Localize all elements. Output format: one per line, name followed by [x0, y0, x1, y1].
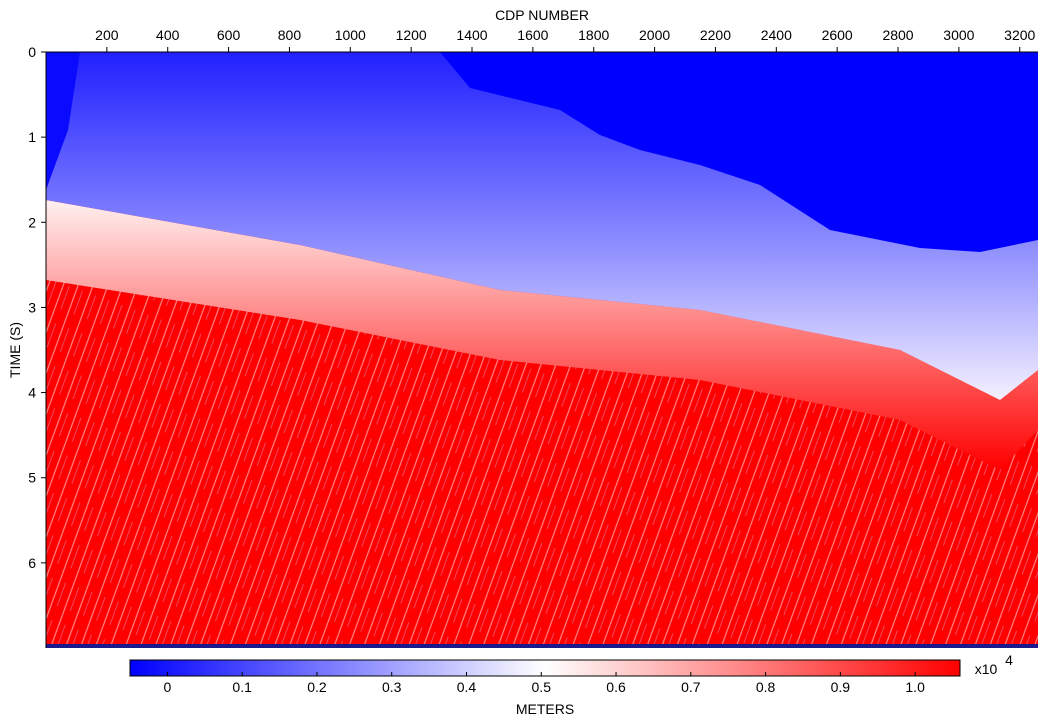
colorbar-tick-label: 0	[163, 679, 171, 695]
colorbar-tick-label: 0.9	[831, 679, 851, 695]
y-tick-label: 0	[28, 44, 36, 60]
colorbar-tick-label: 0.5	[532, 679, 552, 695]
x-tick-label: 400	[156, 27, 180, 43]
x-tick-label: 3000	[943, 27, 974, 43]
y-tick-label: 1	[28, 129, 36, 145]
x-tick-label: 200	[95, 27, 119, 43]
colorbar	[129, 659, 961, 677]
y-tick-label: 6	[28, 555, 36, 571]
x-tick-label: 2800	[882, 27, 913, 43]
colorbar-tick-label: 0.3	[382, 679, 402, 695]
colorbar-tick-label: 0.6	[606, 679, 626, 695]
y-tick-label: 2	[28, 214, 36, 230]
x-tick-label: 1400	[456, 27, 487, 43]
y-tick-label: 3	[28, 299, 36, 315]
colorbar-tick-label: 0.4	[457, 679, 477, 695]
y-tick-label: 4	[28, 385, 36, 401]
colorbar-exponent: 4	[1005, 652, 1013, 668]
colorbar-tick-label: 1.0	[905, 679, 925, 695]
colorbar-tick-label: 0.2	[307, 679, 327, 695]
colorbar-tick-label: 0.1	[232, 679, 252, 695]
x-tick-label: 2400	[761, 27, 792, 43]
colorbar-multiplier: x10	[975, 661, 998, 677]
x-tick-label: 3200	[1004, 27, 1035, 43]
x-tick-label: 1200	[396, 27, 427, 43]
seismic-image	[46, 52, 1038, 648]
colorbar-tick-label: 0.7	[681, 679, 701, 695]
colorbar-label: METERS	[516, 701, 574, 717]
x-axis-title: CDP NUMBER	[495, 7, 589, 23]
x-tick-label: 2600	[822, 27, 853, 43]
x-tick-label: 800	[278, 27, 302, 43]
colorbar-tick-label: 0.8	[756, 679, 776, 695]
x-tick-label: 1600	[517, 27, 548, 43]
x-tick-label: 2000	[639, 27, 670, 43]
x-tick-label: 600	[217, 27, 241, 43]
y-tick-label: 5	[28, 470, 36, 486]
x-tick-label: 2200	[700, 27, 731, 43]
y-axis-title: TIME (S)	[7, 322, 23, 378]
x-tick-label: 1800	[578, 27, 609, 43]
x-tick-label: 1000	[335, 27, 366, 43]
